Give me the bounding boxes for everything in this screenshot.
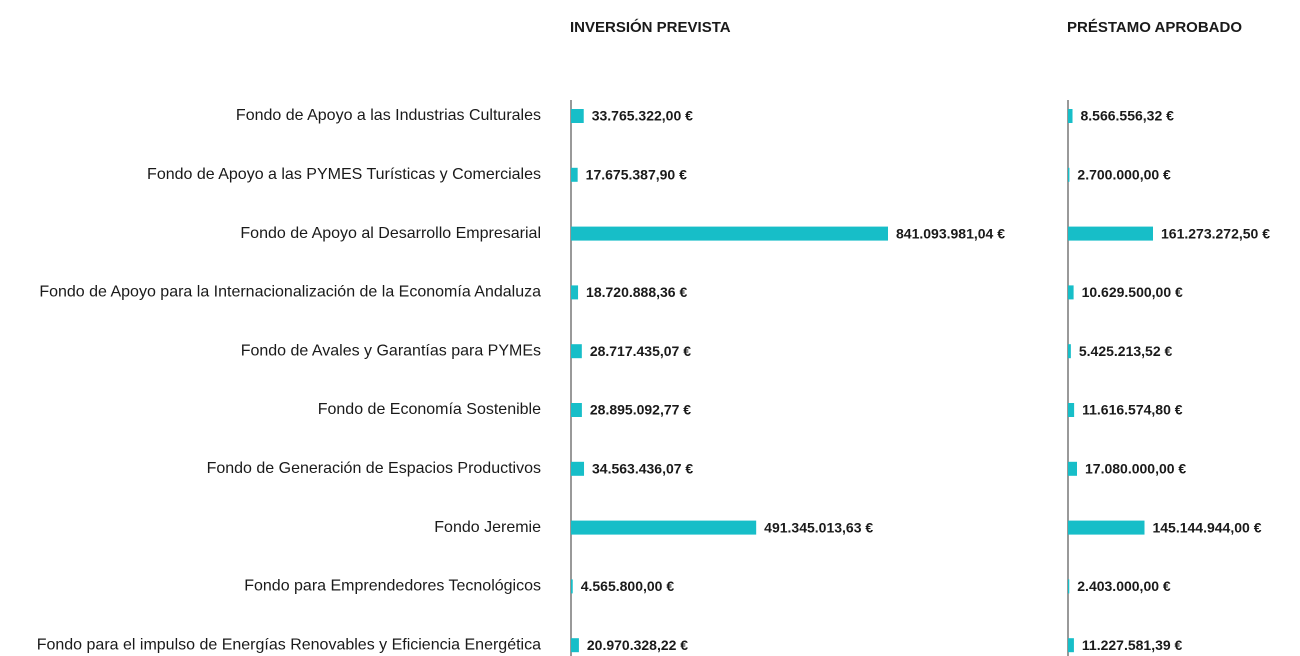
value-label: 4.565.800,00 € [581,578,675,594]
bar [1068,403,1075,417]
value-label: 2.403.000,00 € [1077,578,1171,594]
value-label: 20.970.328,22 € [587,637,688,653]
value-label: 28.895.092,77 € [590,402,691,418]
category-label: Fondo para el impulso de Energías Renova… [37,636,541,653]
bar [1068,226,1153,241]
bar [1068,344,1071,359]
value-label: 11.616.574,80 € [1082,402,1183,418]
bar [571,167,578,182]
value-label: 28.717.435,07 € [590,343,691,359]
bar [1068,461,1078,476]
bar [1068,167,1070,182]
value-label: 161.273.272,50 € [1161,225,1270,241]
category-label: Fondo Jeremie [434,519,541,536]
bar [1068,285,1074,300]
value-label: 8.566.556,32 € [1081,108,1175,124]
bar [571,109,584,123]
category-label: Fondo de Apoyo al Desarrollo Empresarial [240,225,541,242]
category-label: Fondo de Generación de Espacios Producti… [207,460,541,477]
bar [571,461,585,476]
value-label: 17.675.387,90 € [586,167,687,183]
panel-title: INVERSIÓN PREVISTA [570,18,731,36]
value-label: 33.765.322,00 € [592,108,693,124]
bar [1068,520,1145,535]
category-label: Fondo de Economía Sostenible [318,401,541,418]
value-label: 18.720.888,36 € [586,284,687,300]
value-label: 841.093.981,04 € [896,225,1005,241]
value-label: 11.227.581,39 € [1082,637,1183,653]
bar [571,285,579,300]
bar [1068,638,1074,653]
bar [571,226,888,241]
bar [1068,579,1070,594]
bar [571,579,573,594]
category-label: Fondo de Apoyo a las PYMES Turísticas y … [147,166,541,183]
value-label: 145.144.944,00 € [1152,519,1261,535]
value-label: 34.563.436,07 € [592,461,693,477]
category-label: Fondo de Apoyo para la Internacionalizac… [39,284,541,301]
bar [571,520,757,535]
bar [1068,109,1073,123]
category-label: Fondo de Avales y Garantías para PYMEs [241,342,541,359]
value-label: 17.080.000,00 € [1085,461,1186,477]
bar [571,403,582,417]
panel-title: PRÉSTAMO APROBADO [1067,19,1242,36]
bar [571,344,582,359]
category-label: Fondo de Apoyo a las Industrias Cultural… [236,107,541,124]
value-label: 10.629.500,00 € [1082,284,1183,300]
value-label: 5.425.213,52 € [1079,343,1173,359]
value-label: 491.345.013,63 € [764,519,873,535]
category-label: Fondo para Emprendedores Tecnológicos [244,578,541,595]
bar [571,638,579,653]
value-label: 2.700.000,00 € [1077,167,1171,183]
